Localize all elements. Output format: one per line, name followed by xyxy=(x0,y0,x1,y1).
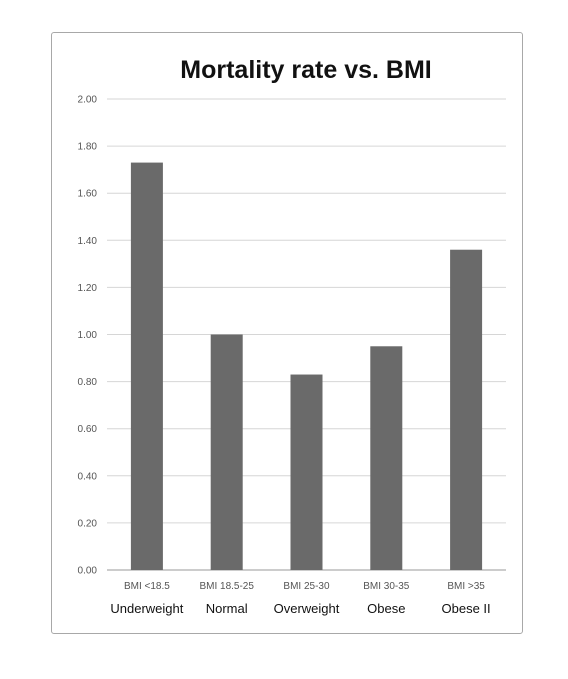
category-label: Obese II xyxy=(442,601,491,616)
y-tick-label: 1.60 xyxy=(78,189,98,200)
bar xyxy=(130,162,163,570)
y-tick-label: 1.20 xyxy=(78,283,98,294)
chart-frame xyxy=(51,32,523,634)
y-tick-label: 0.40 xyxy=(78,471,98,482)
labels-layer: 0.00 0.20 0.40 0.60 0.80 1.00 1.20 1.40 1.60 1.80… xyxy=(78,95,491,617)
y-tick-label: 2.00 xyxy=(78,95,98,106)
grid-layer xyxy=(107,98,506,571)
y-tick-label: 1.80 xyxy=(78,142,98,153)
x-tick-label: BMI 30-35 xyxy=(363,581,410,592)
category-label: Overweight xyxy=(274,601,340,616)
x-tick-label: BMI >35 xyxy=(447,581,485,592)
chart-title: Mortality rate vs. BMI xyxy=(180,56,431,84)
category-label: Underweight xyxy=(110,601,183,616)
bar xyxy=(210,334,243,570)
y-tick-label: 0.60 xyxy=(78,424,98,435)
bar xyxy=(290,374,323,570)
bars-layer xyxy=(130,162,483,570)
x-tick-label: BMI 25-30 xyxy=(283,581,330,592)
y-tick-label: 1.40 xyxy=(78,236,98,247)
bar xyxy=(370,346,403,570)
y-tick-label: 0.20 xyxy=(78,518,98,529)
x-tick-label: BMI <18.5 xyxy=(124,581,170,592)
category-label: Obese xyxy=(367,601,405,616)
category-label: Normal xyxy=(206,601,248,616)
bar xyxy=(450,249,483,570)
y-tick-label: 0.80 xyxy=(78,377,98,388)
y-tick-label: 1.00 xyxy=(78,330,98,341)
y-tick-label: 0.00 xyxy=(78,566,98,577)
x-tick-label: BMI 18.5-25 xyxy=(199,581,254,592)
